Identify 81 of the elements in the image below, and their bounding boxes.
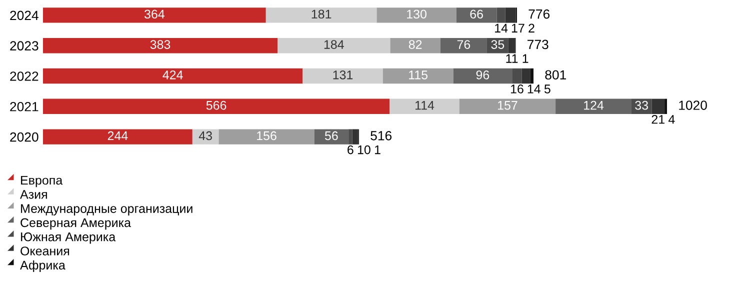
bar <box>459 98 556 114</box>
data-label: 66 <box>470 10 483 19</box>
data-label: 1 <box>374 145 380 154</box>
bar <box>43 38 278 54</box>
data-label: 1 <box>522 54 528 63</box>
data-label: 17 <box>512 24 524 32</box>
y-tick-label: 2021 <box>10 102 38 112</box>
data-label: 56 <box>324 131 338 140</box>
data-label: 566 <box>206 100 226 110</box>
data-label: 383 <box>150 40 170 49</box>
data-label: 76 <box>457 40 470 49</box>
bar <box>530 68 534 84</box>
data-label: 124 <box>584 100 604 110</box>
bar <box>43 68 303 84</box>
bar <box>505 8 516 23</box>
data-label: 16 <box>510 84 524 94</box>
bar <box>43 8 266 23</box>
bar <box>508 38 516 54</box>
total-label: 773 <box>528 40 548 50</box>
data-label: 156 <box>257 131 276 140</box>
bar <box>218 129 314 144</box>
data-label: 96 <box>476 70 490 80</box>
data-label: 10 <box>358 145 370 154</box>
data-label: 6 <box>348 145 354 154</box>
bar <box>556 98 632 114</box>
bar <box>522 68 530 84</box>
bar <box>376 8 456 23</box>
total-label: 516 <box>370 131 392 140</box>
bar <box>652 98 665 114</box>
data-label: 5 <box>544 84 550 94</box>
data-label: 424 <box>162 70 183 80</box>
legend-label: Африка <box>20 260 66 272</box>
data-label: 82 <box>408 40 422 49</box>
data-label: 181 <box>312 10 332 19</box>
bar <box>453 68 512 84</box>
bar <box>314 129 349 144</box>
legend-label: Международные организации <box>21 204 192 216</box>
data-label: 130 <box>407 10 426 19</box>
y-tick-label: 2024 <box>10 10 38 20</box>
data-label: 244 <box>108 131 128 140</box>
legend-label: Южная Америка <box>21 232 116 244</box>
data-label: 114 <box>415 101 434 110</box>
bar <box>440 38 487 54</box>
data-label: 43 <box>198 131 212 140</box>
data-label: 35 <box>491 40 504 49</box>
total-label: 776 <box>528 9 550 19</box>
bar <box>382 68 454 84</box>
bar <box>352 129 358 144</box>
bar <box>456 8 497 23</box>
bar <box>266 8 377 23</box>
bar <box>512 68 522 84</box>
total-label: 801 <box>545 70 566 80</box>
data-label: 184 <box>324 40 344 49</box>
total-label: 1020 <box>679 100 707 110</box>
legend-label: Европа <box>21 176 63 188</box>
bar <box>43 98 390 114</box>
data-label: 364 <box>144 10 165 19</box>
data-label: 11 <box>506 54 518 63</box>
bar <box>390 98 460 114</box>
y-tick-label: 2020 <box>10 132 38 142</box>
data-label: 21 <box>652 114 664 124</box>
data-label: 33 <box>635 100 648 110</box>
bar <box>496 8 506 23</box>
legend-label: Азия <box>20 190 47 199</box>
data-label: 14 <box>528 84 540 94</box>
y-tick-label: 2023 <box>10 41 38 51</box>
bar <box>192 129 219 144</box>
data-label: 4 <box>668 115 675 124</box>
data-label: 131 <box>333 70 353 80</box>
data-label: 115 <box>409 70 428 80</box>
bar <box>390 38 440 54</box>
legend-label: Северная Америка <box>20 218 131 230</box>
y-tick-label: 2022 <box>10 72 38 81</box>
bar <box>278 38 390 54</box>
bar <box>43 129 192 144</box>
data-label: 157 <box>498 101 518 110</box>
data-label: 2 <box>528 24 534 32</box>
legend-label: Океания <box>20 246 70 256</box>
data-label: 14 <box>495 24 508 32</box>
bar <box>348 129 352 144</box>
bar <box>302 68 383 84</box>
